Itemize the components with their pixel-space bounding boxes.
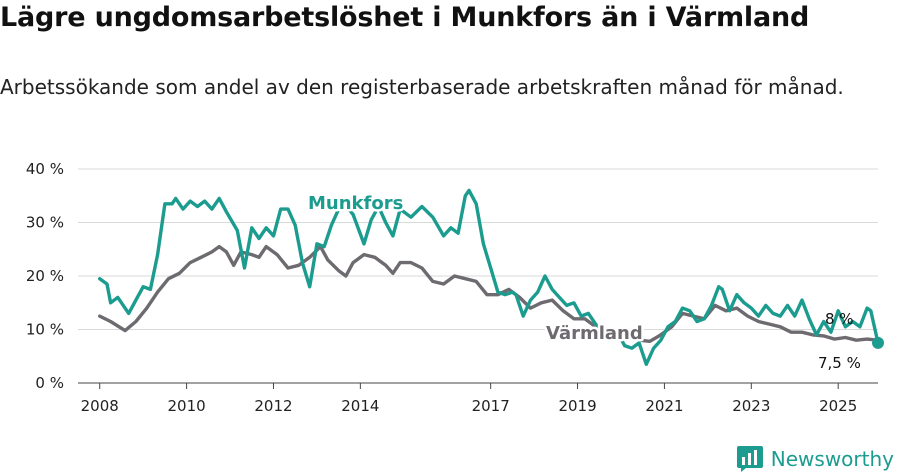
brand-name: Newsworthy [770, 447, 894, 471]
x-tick-label: 2021 [645, 397, 683, 415]
x-tick-label: 2023 [732, 397, 770, 415]
y-tick-label: 0 % [35, 374, 64, 392]
varmland-end-label: 8 % [825, 310, 854, 328]
varmland-series-label: Värmland [546, 323, 643, 344]
munkfors-end-point [872, 336, 884, 349]
x-tick-label: 2019 [558, 397, 596, 415]
chart-title: Lägre ungdomsarbetslöshet i Munkfors än … [0, 2, 810, 33]
x-tick-label: 2017 [472, 397, 510, 415]
x-tick-label: 2010 [168, 397, 206, 415]
munkfors-end-label: 7,5 % [818, 354, 861, 372]
x-tick-label: 2012 [254, 397, 292, 415]
x-tick-label: 2008 [81, 397, 119, 415]
y-tick-label: 10 % [26, 321, 64, 339]
x-tick-label: 2014 [341, 397, 379, 415]
y-tick-label: 20 % [26, 267, 64, 285]
y-tick-label: 40 % [26, 160, 64, 178]
munkfors-series-label: Munkfors [308, 193, 403, 214]
newsworthy-logo-icon [736, 446, 763, 472]
varmland-line [98, 244, 880, 343]
brand-logo: Newsworthy [736, 446, 894, 472]
x-tick-label: 2025 [819, 397, 857, 415]
munkfors-line [98, 188, 880, 366]
chart-subtitle: Arbetssökande som andel av den registerb… [0, 75, 844, 99]
y-tick-label: 30 % [26, 214, 64, 232]
